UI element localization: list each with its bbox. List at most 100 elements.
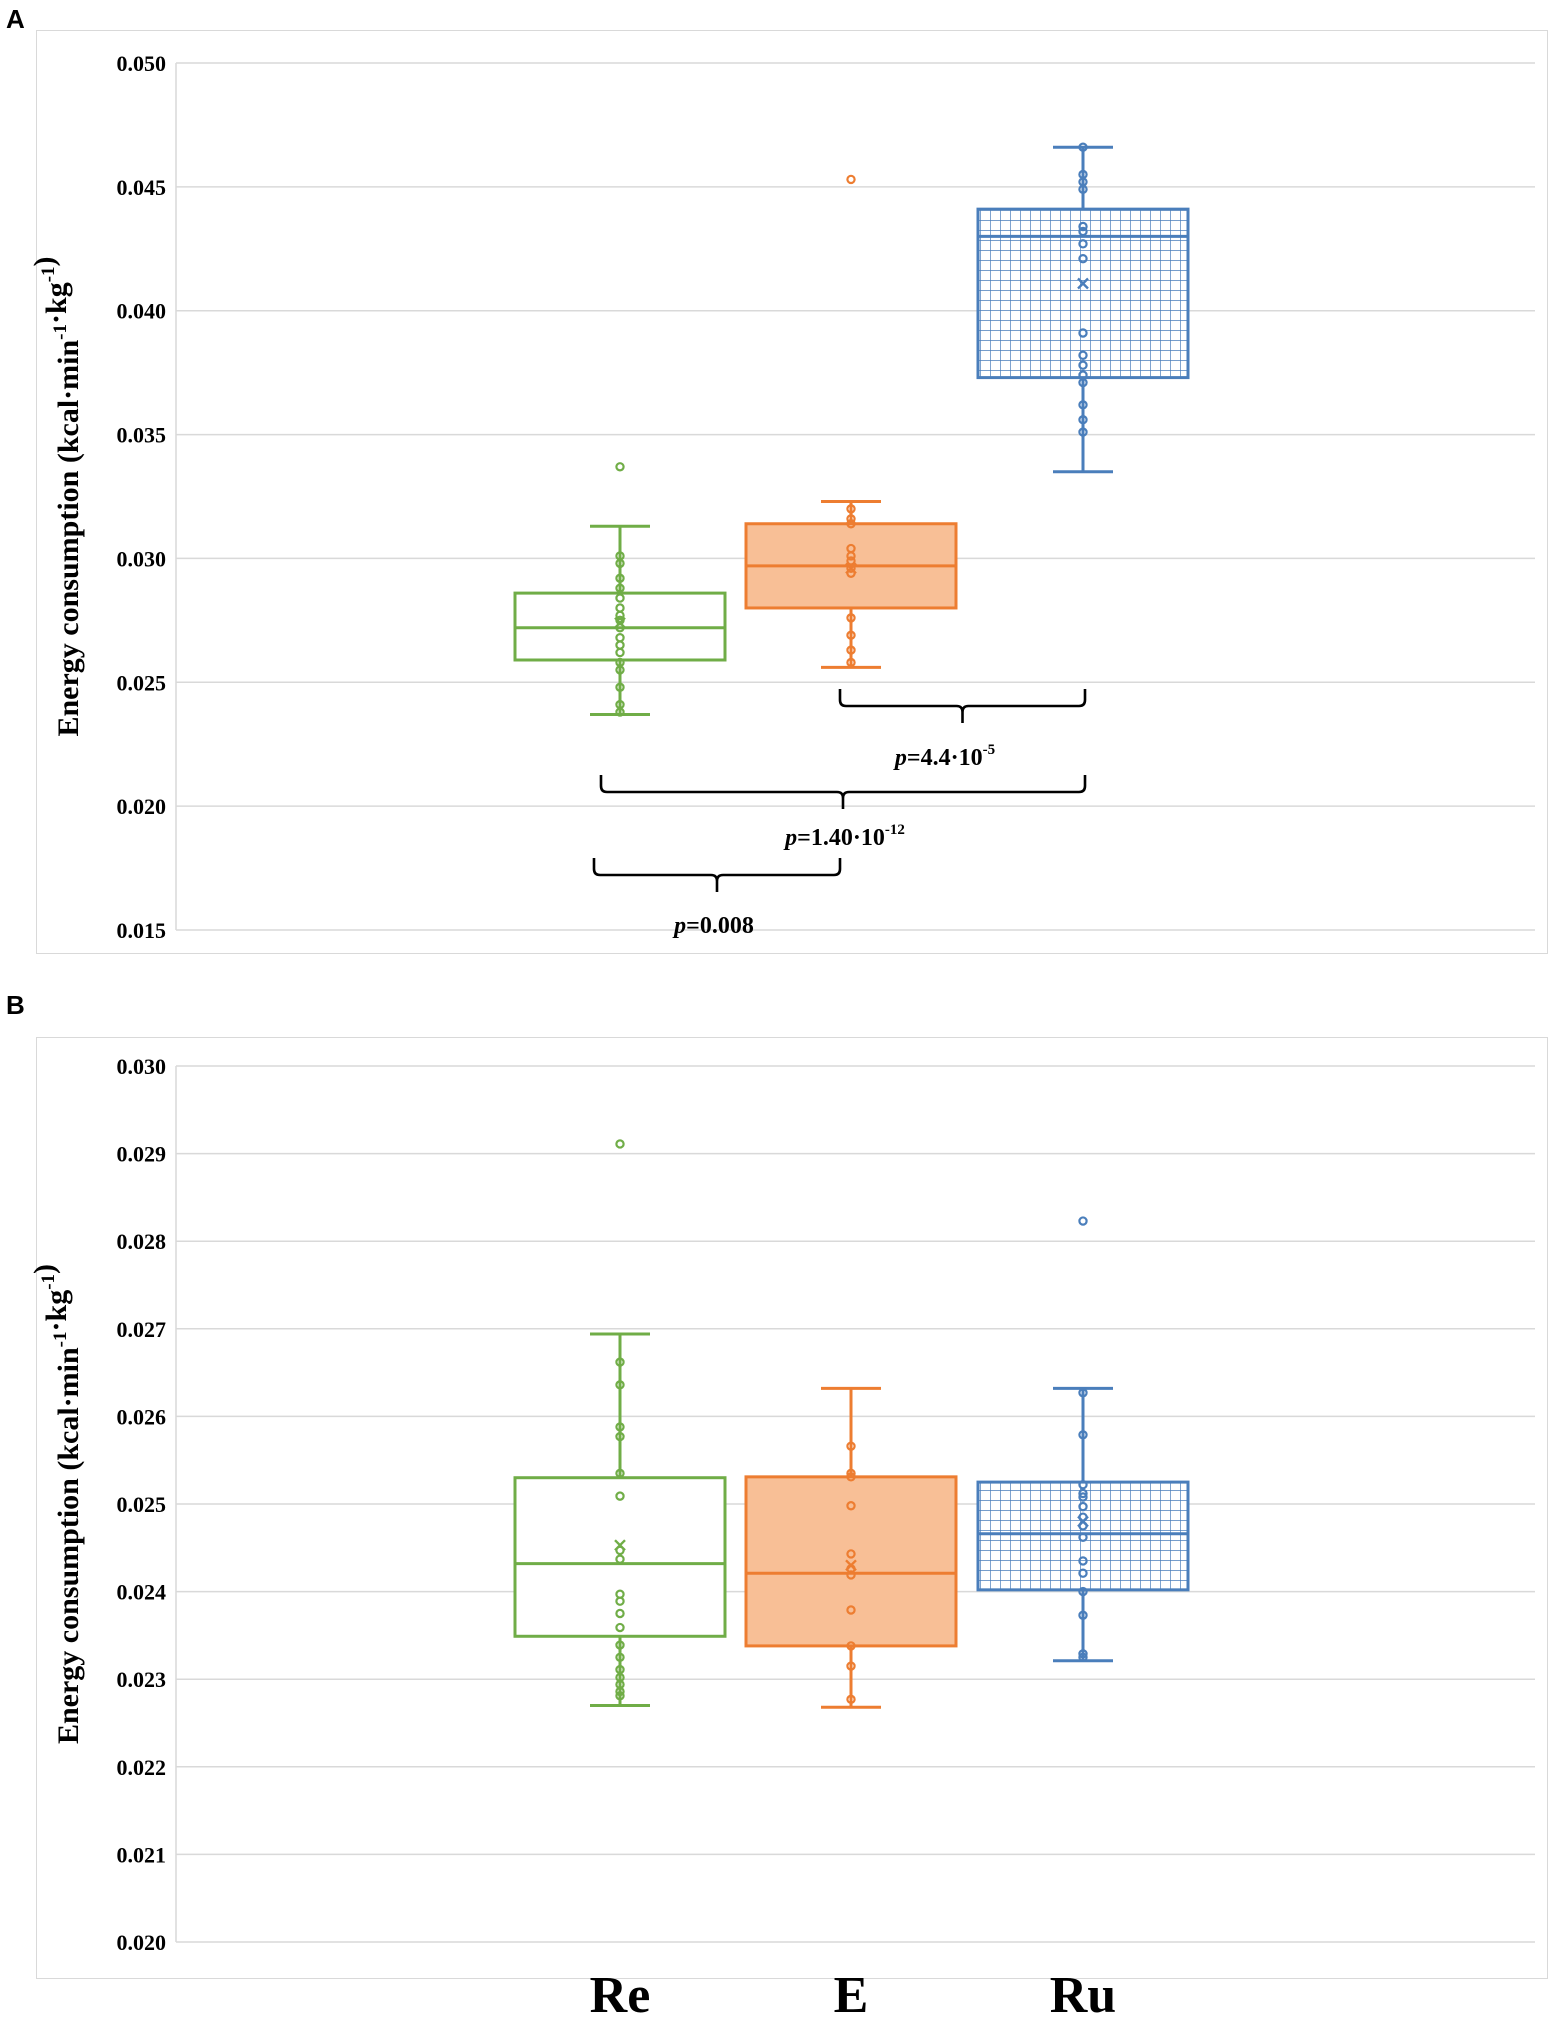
data-point	[846, 174, 856, 185]
y-tick-label: 0.035	[117, 423, 167, 448]
data-point	[615, 1691, 625, 1701]
p-value-label: p=0.008	[672, 913, 754, 939]
panel-b-letter: B	[6, 990, 25, 1020]
data-point	[1078, 226, 1088, 237]
data-point	[615, 573, 625, 583]
data-point	[1078, 1492, 1088, 1502]
y-tick-label: 0.021	[117, 1842, 167, 1867]
y-tick-label: 0.025	[117, 670, 167, 695]
p-value-symbol: p	[893, 745, 907, 771]
data-point	[615, 1431, 625, 1442]
y-tick-label: 0.026	[117, 1404, 167, 1429]
box-re	[513, 1139, 727, 1707]
data-point	[846, 630, 856, 640]
p-value-symbol: p	[783, 825, 797, 851]
data-point	[1078, 1501, 1088, 1512]
box-e	[744, 174, 958, 669]
data-point	[846, 519, 856, 529]
data-point	[1078, 1649, 1088, 1659]
y-tick-label: 0.015	[117, 918, 167, 943]
data-point	[615, 1380, 625, 1390]
data-point	[1078, 1586, 1088, 1597]
data-point	[1078, 1216, 1088, 1226]
data-point	[615, 583, 625, 593]
data-point	[1078, 328, 1088, 338]
box-iqr	[513, 1476, 727, 1638]
data-point	[1078, 427, 1088, 437]
data-point	[615, 1491, 625, 1501]
data-point	[1078, 184, 1088, 195]
y-tick-label: 0.027	[117, 1317, 167, 1342]
data-point	[1078, 239, 1088, 249]
data-point	[1078, 350, 1088, 361]
data-point	[615, 665, 625, 675]
data-point	[1078, 221, 1088, 232]
data-point	[1078, 1430, 1088, 1440]
x-category-label: E	[834, 1967, 869, 2021]
significance-bracket	[838, 689, 1087, 723]
y-tick-label: 0.024	[117, 1580, 167, 1605]
y-axis-label-part: -1	[38, 1274, 59, 1290]
data-point	[615, 1422, 625, 1432]
y-tick-label: 0.030	[117, 1054, 167, 1079]
data-point	[1078, 1532, 1088, 1542]
y-axis-label-part: )	[28, 1264, 61, 1274]
significance-bracket	[599, 775, 1087, 809]
data-point	[846, 613, 856, 623]
y-tick-label: 0.029	[117, 1142, 167, 1167]
x-category-label: Re	[590, 1967, 651, 2021]
y-axis-label: Energy consumption (kcal·min-1·kg-1)	[28, 256, 85, 736]
y-axis-label-part: )	[28, 256, 61, 266]
p-value-label: p=4.4·10-5	[893, 742, 995, 771]
x-category-label: Ru	[1050, 1967, 1116, 2021]
data-point	[846, 657, 856, 668]
data-point	[846, 563, 856, 574]
data-point	[615, 558, 625, 569]
mean-marker	[1077, 1515, 1089, 1528]
y-tick-label: 0.020	[117, 1930, 167, 1955]
data-point	[1078, 253, 1088, 264]
data-point	[615, 1468, 625, 1479]
box-ru	[976, 1216, 1190, 1663]
data-point	[1078, 1610, 1088, 1620]
y-tick-label: 0.045	[117, 175, 167, 200]
y-tick-label: 0.030	[117, 546, 167, 571]
data-point	[1078, 1556, 1088, 1566]
data-point	[846, 504, 856, 514]
data-point	[1078, 400, 1088, 410]
p-value-symbol: p	[672, 913, 686, 939]
panel-a-letter: A	[6, 4, 25, 34]
mean-marker	[614, 1539, 626, 1552]
y-tick-label: 0.025	[117, 1492, 167, 1517]
y-axis-label: Energy consumption (kcal·min-1·kg-1)	[28, 1264, 85, 1744]
data-point	[846, 1641, 856, 1651]
p-value-exponent: -5	[983, 742, 996, 758]
data-point	[1078, 1480, 1088, 1490]
box-re	[513, 462, 727, 717]
y-axis-label-part: -1	[38, 266, 59, 282]
data-point	[615, 1357, 625, 1367]
y-tick-label: 0.020	[117, 794, 167, 819]
mean-marker	[614, 616, 626, 629]
p-value-number: =1.40·10	[797, 825, 885, 851]
data-point	[1078, 1488, 1088, 1499]
data-point	[615, 1640, 625, 1650]
data-point	[846, 1441, 856, 1451]
data-point	[615, 593, 625, 603]
data-point	[615, 1652, 625, 1663]
data-point	[846, 514, 856, 524]
significance-bracket	[592, 858, 842, 892]
y-tick-label: 0.050	[117, 51, 167, 76]
data-point	[1078, 1568, 1088, 1578]
box-e	[744, 1386, 958, 1709]
data-point	[615, 647, 625, 658]
box-iqr	[744, 1475, 958, 1648]
data-point	[846, 1661, 856, 1671]
data-point	[615, 1596, 625, 1606]
data-point	[1078, 1388, 1088, 1398]
y-tick-label: 0.022	[117, 1755, 167, 1780]
data-point	[615, 610, 625, 621]
data-point	[846, 1468, 856, 1479]
data-point	[846, 551, 856, 561]
